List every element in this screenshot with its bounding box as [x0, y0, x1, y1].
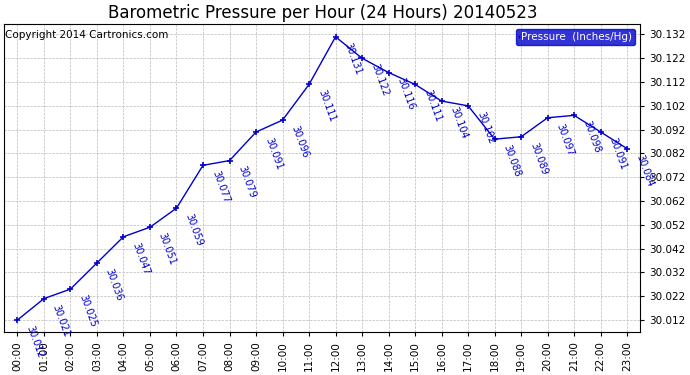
Text: 30.012: 30.012	[24, 324, 46, 359]
Legend: Pressure  (Inches/Hg): Pressure (Inches/Hg)	[516, 29, 635, 45]
Text: 30.036: 30.036	[104, 267, 125, 302]
Text: 30.097: 30.097	[555, 122, 575, 157]
Text: 30.088: 30.088	[502, 143, 522, 178]
Text: 30.096: 30.096	[290, 124, 310, 159]
Text: 30.104: 30.104	[448, 105, 469, 140]
Text: 30.111: 30.111	[316, 88, 337, 124]
Text: 30.084: 30.084	[634, 153, 655, 188]
Text: 30.089: 30.089	[528, 141, 549, 176]
Text: 30.111: 30.111	[422, 88, 443, 124]
Text: 30.059: 30.059	[184, 212, 204, 248]
Text: 30.098: 30.098	[581, 120, 602, 154]
Text: 30.116: 30.116	[395, 76, 417, 112]
Text: 30.047: 30.047	[130, 241, 151, 276]
Text: 30.102: 30.102	[475, 110, 496, 145]
Text: 30.131: 30.131	[342, 41, 364, 76]
Text: 30.079: 30.079	[237, 165, 257, 200]
Text: 30.091: 30.091	[263, 136, 284, 171]
Text: 30.122: 30.122	[369, 62, 390, 98]
Text: Copyright 2014 Cartronics.com: Copyright 2014 Cartronics.com	[5, 30, 168, 40]
Text: 30.091: 30.091	[608, 136, 629, 171]
Text: 30.021: 30.021	[51, 303, 72, 338]
Text: 30.051: 30.051	[157, 231, 178, 267]
Title: Barometric Pressure per Hour (24 Hours) 20140523: Barometric Pressure per Hour (24 Hours) …	[108, 4, 537, 22]
Text: 30.025: 30.025	[77, 293, 99, 328]
Text: 30.077: 30.077	[210, 170, 231, 205]
